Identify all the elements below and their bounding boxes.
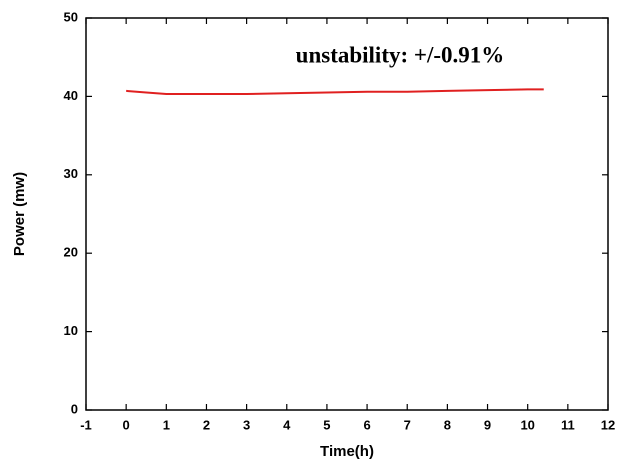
x-tick-label: 2 (203, 417, 210, 432)
data-line (126, 88, 544, 96)
y-tick-label: 30 (64, 166, 78, 181)
y-tick-label: 10 (64, 323, 78, 338)
x-tick-label: 9 (484, 417, 491, 432)
y-tick-label: 20 (64, 245, 78, 260)
y-tick-label: 40 (64, 88, 78, 103)
annotation: unstability: +/-0.91% (296, 42, 505, 67)
x-tick-label: 1 (163, 417, 170, 432)
x-axis-label: Time(h) (320, 443, 374, 460)
y-tick-label: 0 (71, 401, 78, 416)
x-tick-label: 8 (444, 417, 451, 432)
y-axis-label: Power (mw) (11, 172, 28, 256)
x-tick-label: 0 (123, 417, 130, 432)
x-tick-label: 12 (601, 417, 615, 432)
x-tick-label: 11 (561, 417, 575, 432)
x-tick-label: 7 (404, 417, 411, 432)
x-tick-label: 5 (323, 417, 330, 432)
x-tick-label: 10 (520, 417, 534, 432)
x-tick-label: 4 (283, 417, 291, 432)
y-tick-label: 50 (64, 9, 78, 24)
x-tick-label: -1 (80, 417, 92, 432)
plot-frame (85, 17, 609, 411)
x-tick-label: 3 (243, 417, 250, 432)
x-tick-label: 6 (363, 417, 370, 432)
